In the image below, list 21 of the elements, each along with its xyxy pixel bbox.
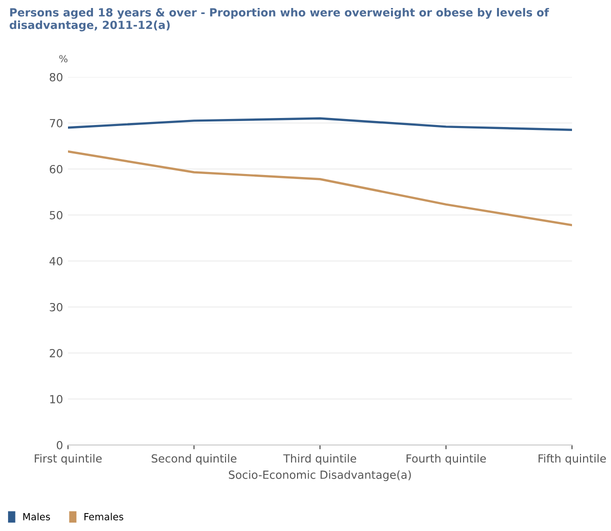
x-tick-label: Fifth quintile xyxy=(538,454,606,465)
y-axis-title: % xyxy=(59,55,68,62)
line-series xyxy=(68,150,572,226)
legend-label: Females xyxy=(84,512,124,520)
x-tick-label: First quintile xyxy=(34,454,102,465)
x-tick-label: Second quintile xyxy=(152,454,236,465)
x-tick-label: Third quintile xyxy=(283,454,356,465)
y-tick-label: 70 xyxy=(50,118,62,128)
y-tick-label: 40 xyxy=(50,256,62,266)
y-tick-label: 0 xyxy=(56,440,62,450)
legend-label: Males xyxy=(23,512,50,520)
y-tick-label: 60 xyxy=(50,164,62,174)
y-tick-label: 20 xyxy=(50,348,62,358)
line-series xyxy=(68,117,572,132)
y-tick-label: 80 xyxy=(50,72,62,82)
chart-title: Persons aged 18 years & over - Proportion who were overweight or obese by levels of disadvantage, 2011-12(a) xyxy=(10,8,550,32)
x-axis-title: Socio-Economic Disadvantage(a) xyxy=(228,470,411,482)
y-tick-label: 30 xyxy=(50,302,62,312)
y-tick-label: 10 xyxy=(50,394,62,404)
y-tick-label: 50 xyxy=(50,210,62,220)
x-tick-label: Fourth quintile xyxy=(406,454,486,465)
